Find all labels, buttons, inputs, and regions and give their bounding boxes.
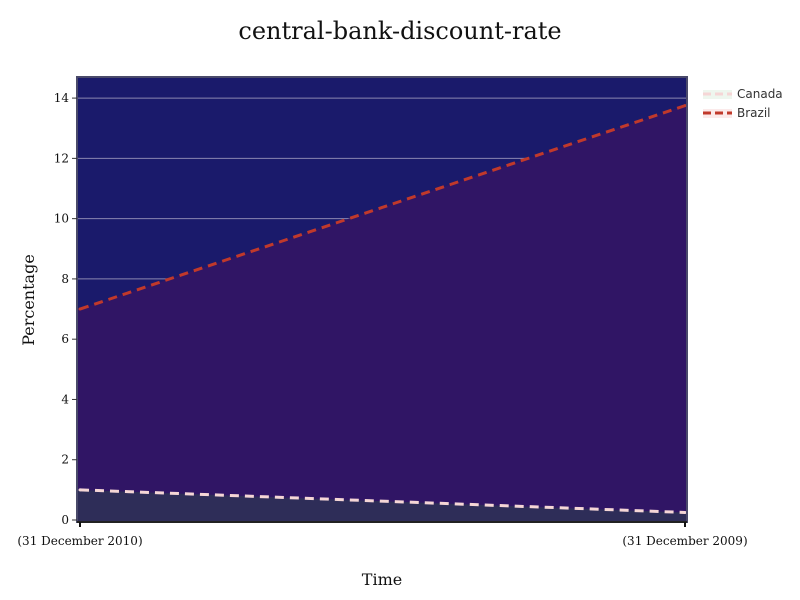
data-point-brazil [683, 104, 687, 108]
y-tick-label: 10 [54, 212, 69, 226]
y-tick-label: 6 [61, 332, 69, 346]
x-tick-label: (31 December 2009) [622, 534, 747, 548]
area-brazil [77, 105, 687, 523]
data-point-canada [683, 510, 687, 514]
y-tick-label: 0 [61, 513, 69, 527]
y-tick-label: 12 [54, 151, 69, 165]
data-point-canada [78, 488, 82, 492]
legend-item-canada[interactable]: Canada [703, 87, 783, 101]
y-tick-label: 8 [61, 272, 69, 286]
data-point-brazil [78, 307, 82, 311]
y-tick-label: 4 [61, 392, 69, 406]
legend-label: Canada [737, 87, 783, 101]
legend-label: Brazil [737, 106, 771, 120]
x-tick-label: (31 December 2010) [17, 534, 142, 548]
chart-title: central-bank-discount-rate [238, 17, 561, 45]
legend-item-brazil[interactable]: Brazil [703, 106, 771, 120]
area-canada [77, 489, 687, 522]
y-axis-label: Percentage [19, 254, 38, 346]
x-axis-label: Time [362, 570, 402, 589]
y-axis: 0 2 4 6 8 10 12 14 [54, 91, 77, 527]
series-lines [78, 104, 687, 514]
x-axis: (31 December 2010) (31 December 2009) [17, 521, 748, 548]
series-line-canada [79, 488, 686, 514]
series-line-brazil [79, 104, 686, 311]
legend[interactable]: Canada Brazil [703, 87, 783, 120]
y-tick-label: 14 [54, 91, 70, 105]
series-areas [77, 105, 687, 523]
y-tick-label: 2 [61, 453, 69, 467]
